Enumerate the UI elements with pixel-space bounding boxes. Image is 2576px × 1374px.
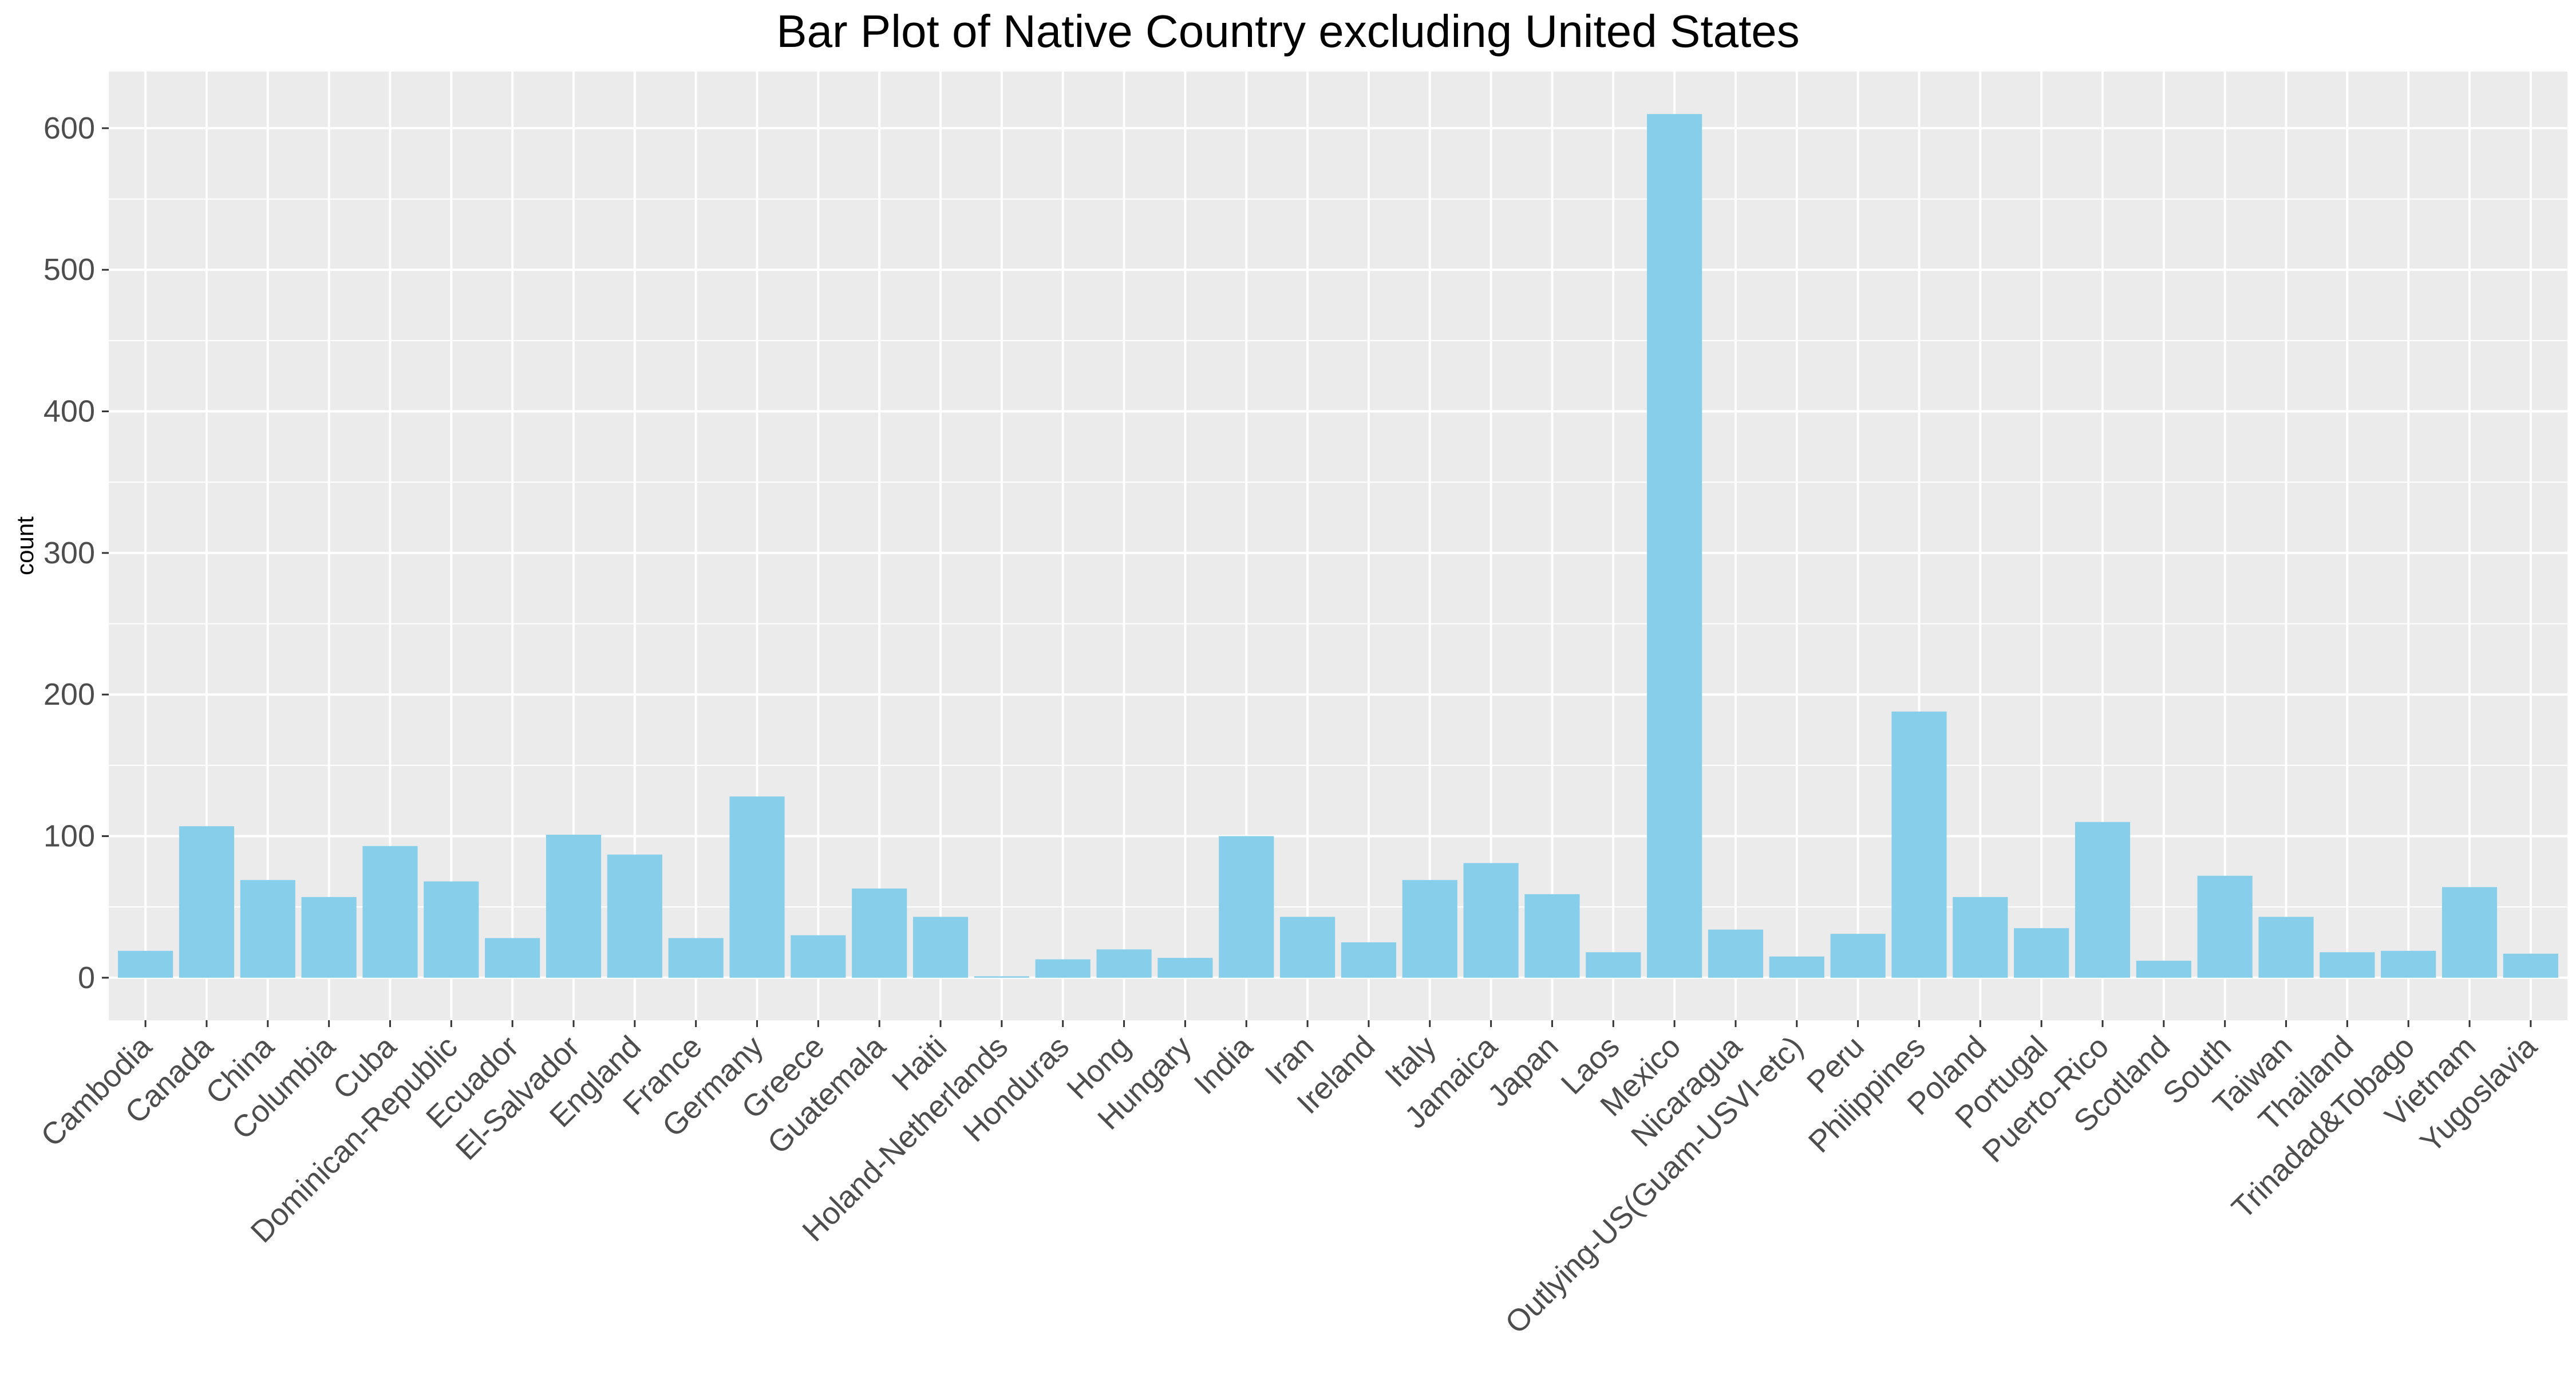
bar bbox=[2197, 875, 2253, 978]
x-axis-ticks: CambodiaCanadaChinaColumbiaCubaDominican… bbox=[34, 1020, 2544, 1340]
bars bbox=[118, 114, 2558, 978]
bar bbox=[2014, 928, 2069, 978]
bar bbox=[362, 846, 418, 978]
bar bbox=[1341, 942, 1396, 978]
bar bbox=[301, 897, 357, 978]
x-tick-label: Japan bbox=[1481, 1029, 1564, 1113]
bar bbox=[1463, 863, 1519, 978]
bar bbox=[1402, 880, 1457, 978]
bar bbox=[1891, 711, 1947, 978]
bar bbox=[240, 880, 295, 978]
bar bbox=[1035, 959, 1091, 978]
bar bbox=[1280, 917, 1336, 978]
bar bbox=[2258, 917, 2314, 978]
bar bbox=[179, 826, 235, 978]
y-tick-label: 600 bbox=[44, 111, 95, 145]
bar bbox=[1524, 894, 1580, 978]
bar bbox=[2136, 961, 2191, 978]
bar bbox=[607, 854, 662, 978]
bar bbox=[729, 796, 785, 978]
y-tick-label: 300 bbox=[44, 536, 95, 570]
bar bbox=[912, 917, 969, 978]
plot-panel bbox=[109, 72, 2567, 1020]
bar bbox=[485, 938, 540, 978]
bar bbox=[1586, 952, 1641, 978]
bar bbox=[2381, 950, 2436, 978]
y-axis-ticks: 0 100 200 300 400 500 600 bbox=[44, 111, 109, 995]
bar bbox=[1647, 114, 1702, 978]
bar bbox=[852, 888, 907, 978]
chart-title: Bar Plot of Native Country excluding Uni… bbox=[776, 6, 1800, 57]
bar bbox=[2075, 822, 2131, 978]
bar bbox=[1096, 949, 1152, 978]
bar bbox=[791, 935, 846, 978]
bar bbox=[668, 938, 724, 978]
bar bbox=[974, 976, 1029, 978]
y-tick-label: 200 bbox=[44, 677, 95, 712]
minor-gridlines bbox=[109, 198, 2567, 908]
bar bbox=[2441, 887, 2498, 978]
y-tick-label: 500 bbox=[44, 252, 95, 287]
bar bbox=[1219, 836, 1274, 978]
bar bbox=[1953, 897, 2008, 978]
bar bbox=[1157, 958, 1213, 978]
y-axis-title: count bbox=[11, 516, 38, 575]
y-tick-label: 100 bbox=[44, 819, 95, 853]
bar bbox=[2503, 953, 2558, 978]
bar bbox=[1830, 934, 1886, 978]
bar bbox=[424, 881, 479, 978]
y-tick-label: 0 bbox=[78, 961, 95, 995]
bar bbox=[1708, 929, 1764, 978]
x-tick-label: India bbox=[1187, 1029, 1259, 1101]
y-tick-label: 400 bbox=[44, 394, 95, 429]
bar bbox=[1769, 956, 1824, 978]
bar bbox=[546, 835, 602, 978]
bar bbox=[118, 950, 173, 978]
bar bbox=[2320, 952, 2375, 978]
